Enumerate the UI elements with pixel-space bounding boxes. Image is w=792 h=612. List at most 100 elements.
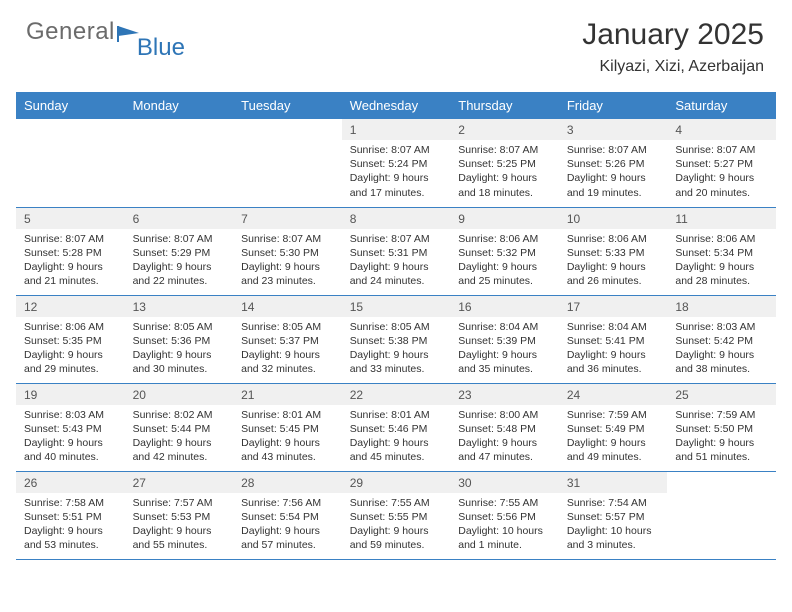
day-info: Sunrise: 8:03 AMSunset: 5:43 PMDaylight:… [16, 405, 125, 469]
calendar-cell: 13Sunrise: 8:05 AMSunset: 5:36 PMDayligh… [125, 295, 234, 383]
day-number: 26 [16, 472, 125, 493]
calendar-cell: 24Sunrise: 7:59 AMSunset: 5:49 PMDayligh… [559, 383, 668, 471]
month-title: January 2025 [582, 18, 764, 52]
weekday-header: Thursday [450, 92, 559, 119]
calendar-cell [667, 471, 776, 559]
day-info: Sunrise: 8:07 AMSunset: 5:31 PMDaylight:… [342, 229, 451, 293]
calendar-cell [16, 119, 125, 207]
day-info: Sunrise: 8:07 AMSunset: 5:28 PMDaylight:… [16, 229, 125, 293]
day-number: 4 [667, 119, 776, 140]
weekday-header: Wednesday [342, 92, 451, 119]
calendar-row: 19Sunrise: 8:03 AMSunset: 5:43 PMDayligh… [16, 383, 776, 471]
day-info: Sunrise: 8:03 AMSunset: 5:42 PMDaylight:… [667, 317, 776, 381]
calendar-cell: 20Sunrise: 8:02 AMSunset: 5:44 PMDayligh… [125, 383, 234, 471]
calendar-cell: 18Sunrise: 8:03 AMSunset: 5:42 PMDayligh… [667, 295, 776, 383]
calendar-cell: 3Sunrise: 8:07 AMSunset: 5:26 PMDaylight… [559, 119, 668, 207]
day-number: 29 [342, 472, 451, 493]
title-block: January 2025 Kilyazi, Xizi, Azerbaijan [582, 18, 764, 76]
day-number: 2 [450, 119, 559, 140]
day-info: Sunrise: 7:59 AMSunset: 5:50 PMDaylight:… [667, 405, 776, 469]
calendar-table: SundayMondayTuesdayWednesdayThursdayFrid… [16, 92, 776, 560]
day-info: Sunrise: 7:58 AMSunset: 5:51 PMDaylight:… [16, 493, 125, 557]
weekday-header: Saturday [667, 92, 776, 119]
calendar-cell: 31Sunrise: 7:54 AMSunset: 5:57 PMDayligh… [559, 471, 668, 559]
day-info: Sunrise: 8:07 AMSunset: 5:29 PMDaylight:… [125, 229, 234, 293]
calendar-cell: 2Sunrise: 8:07 AMSunset: 5:25 PMDaylight… [450, 119, 559, 207]
day-info: Sunrise: 7:54 AMSunset: 5:57 PMDaylight:… [559, 493, 668, 557]
calendar-cell: 27Sunrise: 7:57 AMSunset: 5:53 PMDayligh… [125, 471, 234, 559]
day-number: 1 [342, 119, 451, 140]
calendar-cell: 11Sunrise: 8:06 AMSunset: 5:34 PMDayligh… [667, 207, 776, 295]
day-info: Sunrise: 8:04 AMSunset: 5:41 PMDaylight:… [559, 317, 668, 381]
logo: General Blue [26, 18, 191, 46]
day-number: 8 [342, 208, 451, 229]
header: General Blue January 2025 Kilyazi, Xizi,… [0, 0, 792, 84]
day-info: Sunrise: 8:02 AMSunset: 5:44 PMDaylight:… [125, 405, 234, 469]
calendar-cell: 21Sunrise: 8:01 AMSunset: 5:45 PMDayligh… [233, 383, 342, 471]
day-number: 21 [233, 384, 342, 405]
day-info: Sunrise: 8:04 AMSunset: 5:39 PMDaylight:… [450, 317, 559, 381]
calendar-cell: 6Sunrise: 8:07 AMSunset: 5:29 PMDaylight… [125, 207, 234, 295]
day-info: Sunrise: 7:59 AMSunset: 5:49 PMDaylight:… [559, 405, 668, 469]
day-number: 7 [233, 208, 342, 229]
calendar-cell: 9Sunrise: 8:06 AMSunset: 5:32 PMDaylight… [450, 207, 559, 295]
day-number: 30 [450, 472, 559, 493]
calendar-cell: 8Sunrise: 8:07 AMSunset: 5:31 PMDaylight… [342, 207, 451, 295]
day-info: Sunrise: 8:07 AMSunset: 5:24 PMDaylight:… [342, 140, 451, 204]
day-number: 22 [342, 384, 451, 405]
calendar-cell: 30Sunrise: 7:55 AMSunset: 5:56 PMDayligh… [450, 471, 559, 559]
weekday-header: Sunday [16, 92, 125, 119]
day-info: Sunrise: 8:07 AMSunset: 5:27 PMDaylight:… [667, 140, 776, 204]
calendar-row: 1Sunrise: 8:07 AMSunset: 5:24 PMDaylight… [16, 119, 776, 207]
calendar-cell: 17Sunrise: 8:04 AMSunset: 5:41 PMDayligh… [559, 295, 668, 383]
calendar-cell: 16Sunrise: 8:04 AMSunset: 5:39 PMDayligh… [450, 295, 559, 383]
day-number: 19 [16, 384, 125, 405]
weekday-header-row: SundayMondayTuesdayWednesdayThursdayFrid… [16, 92, 776, 119]
day-number: 9 [450, 208, 559, 229]
day-info: Sunrise: 8:07 AMSunset: 5:26 PMDaylight:… [559, 140, 668, 204]
calendar-row: 12Sunrise: 8:06 AMSunset: 5:35 PMDayligh… [16, 295, 776, 383]
day-number: 31 [559, 472, 668, 493]
location-text: Kilyazi, Xizi, Azerbaijan [582, 58, 764, 76]
day-info: Sunrise: 8:06 AMSunset: 5:32 PMDaylight:… [450, 229, 559, 293]
day-number: 18 [667, 296, 776, 317]
day-info: Sunrise: 7:57 AMSunset: 5:53 PMDaylight:… [125, 493, 234, 557]
day-info: Sunrise: 8:00 AMSunset: 5:48 PMDaylight:… [450, 405, 559, 469]
day-number: 23 [450, 384, 559, 405]
calendar-cell: 22Sunrise: 8:01 AMSunset: 5:46 PMDayligh… [342, 383, 451, 471]
calendar-cell: 5Sunrise: 8:07 AMSunset: 5:28 PMDaylight… [16, 207, 125, 295]
calendar-cell: 25Sunrise: 7:59 AMSunset: 5:50 PMDayligh… [667, 383, 776, 471]
calendar-cell: 10Sunrise: 8:06 AMSunset: 5:33 PMDayligh… [559, 207, 668, 295]
day-number: 15 [342, 296, 451, 317]
day-number: 25 [667, 384, 776, 405]
calendar-cell: 7Sunrise: 8:07 AMSunset: 5:30 PMDaylight… [233, 207, 342, 295]
day-info: Sunrise: 8:07 AMSunset: 5:25 PMDaylight:… [450, 140, 559, 204]
day-number: 28 [233, 472, 342, 493]
day-info: Sunrise: 8:05 AMSunset: 5:36 PMDaylight:… [125, 317, 234, 381]
calendar-cell [233, 119, 342, 207]
calendar-cell: 29Sunrise: 7:55 AMSunset: 5:55 PMDayligh… [342, 471, 451, 559]
day-number: 24 [559, 384, 668, 405]
logo-word-blue: Blue [137, 34, 185, 62]
day-info: Sunrise: 8:05 AMSunset: 5:38 PMDaylight:… [342, 317, 451, 381]
day-info: Sunrise: 8:01 AMSunset: 5:45 PMDaylight:… [233, 405, 342, 469]
day-number: 16 [450, 296, 559, 317]
day-info: Sunrise: 8:05 AMSunset: 5:37 PMDaylight:… [233, 317, 342, 381]
calendar-cell [125, 119, 234, 207]
day-info: Sunrise: 7:56 AMSunset: 5:54 PMDaylight:… [233, 493, 342, 557]
calendar-body: 1Sunrise: 8:07 AMSunset: 5:24 PMDaylight… [16, 119, 776, 559]
calendar-cell: 1Sunrise: 8:07 AMSunset: 5:24 PMDaylight… [342, 119, 451, 207]
day-number: 10 [559, 208, 668, 229]
calendar-cell: 4Sunrise: 8:07 AMSunset: 5:27 PMDaylight… [667, 119, 776, 207]
weekday-header: Tuesday [233, 92, 342, 119]
day-info: Sunrise: 8:06 AMSunset: 5:34 PMDaylight:… [667, 229, 776, 293]
calendar-cell: 12Sunrise: 8:06 AMSunset: 5:35 PMDayligh… [16, 295, 125, 383]
day-number: 3 [559, 119, 668, 140]
day-number: 20 [125, 384, 234, 405]
day-number: 12 [16, 296, 125, 317]
day-info: Sunrise: 8:07 AMSunset: 5:30 PMDaylight:… [233, 229, 342, 293]
logo-word-general: General [26, 18, 115, 46]
day-info: Sunrise: 7:55 AMSunset: 5:55 PMDaylight:… [342, 493, 451, 557]
calendar-cell: 28Sunrise: 7:56 AMSunset: 5:54 PMDayligh… [233, 471, 342, 559]
calendar-row: 26Sunrise: 7:58 AMSunset: 5:51 PMDayligh… [16, 471, 776, 559]
